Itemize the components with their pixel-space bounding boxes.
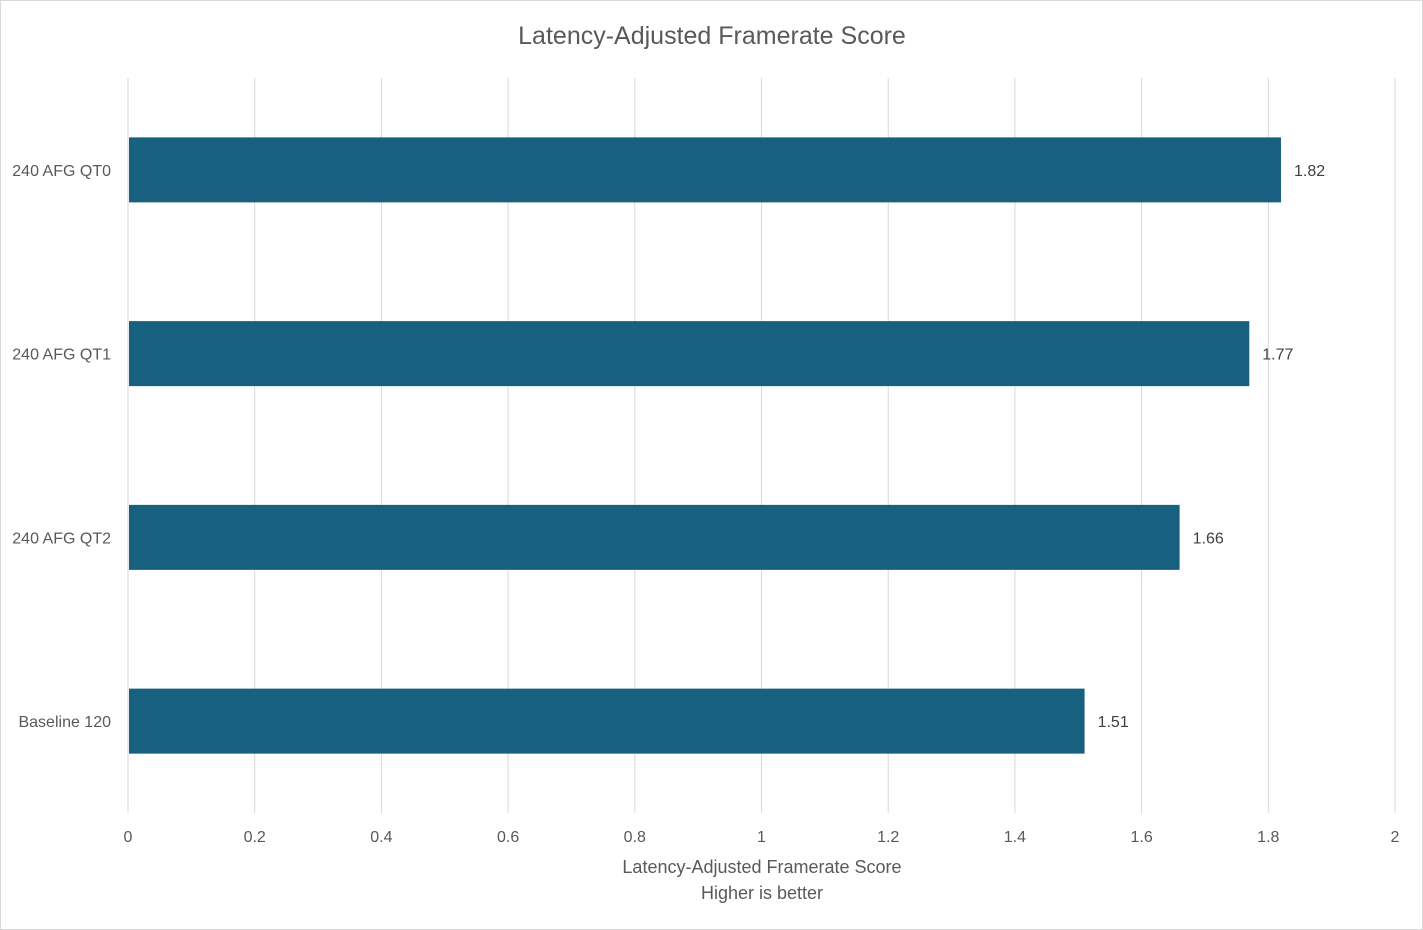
x-axis-title: Latency-Adjusted Framerate Score	[622, 857, 901, 877]
category-label: Baseline 120	[18, 714, 111, 731]
x-axis-subtitle: Higher is better	[701, 883, 823, 903]
bar	[129, 504, 1180, 570]
data-label: 1.77	[1262, 347, 1293, 364]
bars	[129, 137, 1281, 754]
x-tick-label: 1.4	[1004, 829, 1026, 846]
x-tick-label: 1.6	[1130, 829, 1152, 846]
data-label: 1.51	[1098, 714, 1129, 731]
x-tick-label: 0.2	[244, 829, 266, 846]
x-tick-label: 2	[1391, 829, 1400, 846]
bar	[129, 688, 1085, 754]
category-label: 240 AFG QT1	[12, 347, 111, 364]
data-label: 1.82	[1294, 163, 1325, 180]
data-label: 1.66	[1193, 530, 1224, 547]
x-tick-label: 1.8	[1257, 829, 1279, 846]
category-label: 240 AFG QT0	[12, 163, 111, 180]
category-label: 240 AFG QT2	[12, 530, 111, 547]
x-tick-label: 1	[757, 829, 766, 846]
x-tick-label: 0.4	[370, 829, 392, 846]
bar	[129, 137, 1281, 203]
x-tick-label: 0	[124, 829, 133, 846]
chart-title: Latency-Adjusted Framerate Score	[518, 22, 906, 50]
bar	[129, 321, 1250, 387]
x-tick-label: 1.2	[877, 829, 899, 846]
x-tick-label: 0.8	[624, 829, 646, 846]
x-tick-label: 0.6	[497, 829, 519, 846]
